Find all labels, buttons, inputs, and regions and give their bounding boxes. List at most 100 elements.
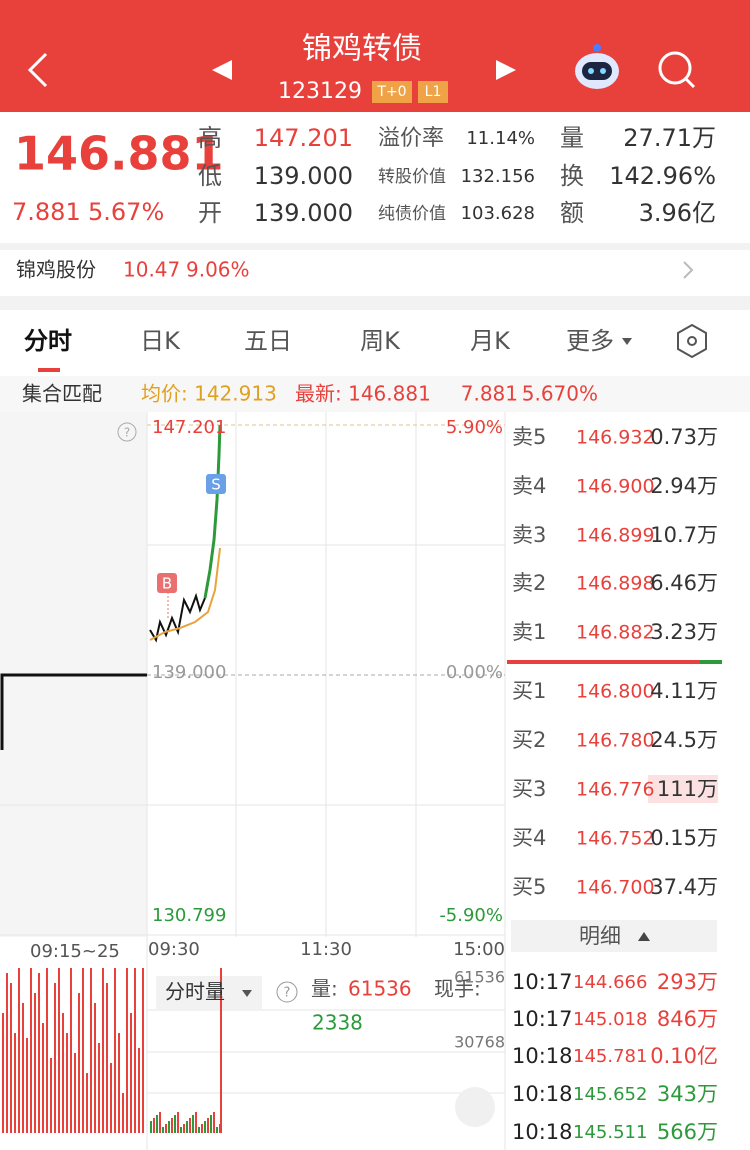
- book-price: 146.800: [576, 681, 655, 703]
- assistant-icon[interactable]: [575, 44, 619, 89]
- prev-button[interactable]: [212, 60, 232, 80]
- latest-pct: 5.670%: [522, 382, 598, 406]
- book-volume: 111万: [657, 777, 718, 801]
- more-arrow: [622, 338, 632, 345]
- volume-bar: [150, 1121, 152, 1133]
- volume-value: 61536: [348, 977, 412, 1001]
- volume-bar: [10, 983, 12, 1133]
- volume-bar: [38, 973, 40, 1133]
- volume-bar: [216, 1127, 218, 1133]
- code: 123129: [278, 79, 362, 104]
- stat-value: 27.71万: [623, 124, 716, 152]
- buy-marker-text: B: [162, 575, 172, 593]
- help-icon[interactable]: [117, 422, 137, 442]
- volume-bar: [118, 1033, 120, 1133]
- stat-label: 低: [198, 162, 222, 190]
- volume-select-text[interactable]: 分时量: [165, 980, 225, 1004]
- tab-underline: [38, 368, 60, 372]
- tab[interactable]: 更多: [566, 327, 614, 355]
- low-pct: -5.90%: [439, 905, 503, 926]
- time-label: 11:30: [300, 939, 352, 960]
- volume-bar: [58, 968, 60, 1133]
- stock-arrow[interactable]: [683, 261, 694, 279]
- volume-bar: [90, 968, 92, 1133]
- tab[interactable]: 分时: [24, 327, 72, 355]
- volume-bar: [30, 968, 32, 1133]
- avg-line: [149, 547, 221, 641]
- volume-axis: 30768: [454, 1033, 505, 1052]
- volume-bar: [62, 1013, 64, 1133]
- change-pct: 5.67%: [88, 198, 164, 226]
- tab[interactable]: 日K: [140, 327, 181, 355]
- tab[interactable]: 月K: [470, 327, 511, 355]
- high-pct: 5.90%: [446, 417, 503, 438]
- back-button[interactable]: [27, 52, 48, 88]
- next-button[interactable]: [496, 60, 516, 80]
- pre-market-line: [0, 673, 147, 750]
- detail-time: 10:18: [512, 1082, 573, 1106]
- detail-toggle[interactable]: [638, 932, 650, 941]
- volume-bar: [204, 1121, 206, 1133]
- book-price: 146.776: [576, 779, 655, 801]
- volume-bar: [168, 1121, 170, 1133]
- stat-label: 转股价值: [378, 167, 446, 187]
- book-price: 146.900: [576, 476, 655, 498]
- low-label: 130.799: [152, 905, 226, 926]
- stat-value: 142.96%: [609, 162, 716, 190]
- volume-bar: [220, 968, 222, 1133]
- help-icon-text: ?: [284, 986, 291, 1001]
- volume-bar: [153, 1118, 155, 1133]
- tab[interactable]: 五日: [244, 327, 292, 355]
- divider: [0, 243, 750, 250]
- stat-label: 量: [560, 124, 584, 152]
- book-price: 146.882: [576, 622, 655, 644]
- stock-pct: 9.06%: [186, 258, 250, 282]
- volume-bar: [78, 993, 80, 1133]
- sell-marker[interactable]: [206, 474, 226, 494]
- detail-amount: 293万: [657, 970, 718, 994]
- volume-bar: [162, 1127, 164, 1133]
- volume-bar: [94, 1003, 96, 1133]
- help-icon[interactable]: [276, 981, 298, 1003]
- book-volume: 3.23万: [650, 620, 718, 644]
- tab[interactable]: 周K: [360, 327, 401, 355]
- volume-bar: [54, 983, 56, 1133]
- base-pct: 0.00%: [446, 662, 503, 683]
- volume-bar: [114, 968, 116, 1133]
- stat-value: 132.156: [461, 166, 535, 187]
- latest-change: 7.881: [461, 382, 518, 406]
- book-label: 卖3: [512, 523, 546, 547]
- sell-marker-text: S: [211, 476, 221, 494]
- settings-icon: [687, 336, 697, 346]
- buy-marker[interactable]: [157, 573, 177, 593]
- volume-bar: [14, 1033, 16, 1133]
- book-label: 卖2: [512, 571, 546, 595]
- volume-bars: [2, 968, 222, 1133]
- latest-price: 最新: 146.881: [295, 382, 431, 406]
- detail-amount: 566万: [657, 1120, 718, 1144]
- stat-value: 147.201: [254, 124, 353, 152]
- volume-bar: [134, 968, 136, 1133]
- hand-label: 现手:: [434, 977, 481, 1001]
- expand-button[interactable]: [455, 1087, 495, 1127]
- detail-header: [511, 920, 717, 952]
- stock-price: 10.47: [123, 258, 180, 282]
- avg-price: 均价: 142.913: [141, 382, 277, 406]
- volume-bar: [138, 1048, 140, 1133]
- book-volume: 24.5万: [650, 728, 718, 752]
- volume-bar: [18, 968, 20, 1133]
- book-price: 146.700: [576, 877, 655, 899]
- stat-label: 高: [198, 124, 222, 152]
- badge-text: T+0: [376, 84, 406, 100]
- volume-select-arrow: [242, 990, 252, 997]
- stat-label: 开: [198, 199, 222, 227]
- detail-price: 145.018: [573, 1009, 647, 1030]
- detail-price: 145.781: [573, 1046, 647, 1067]
- time-label: 09:15~25: [30, 941, 120, 962]
- book-label: 买4: [512, 826, 546, 850]
- settings-button[interactable]: [677, 323, 707, 359]
- price: 146.881: [14, 127, 224, 181]
- search-button[interactable]: [658, 51, 696, 89]
